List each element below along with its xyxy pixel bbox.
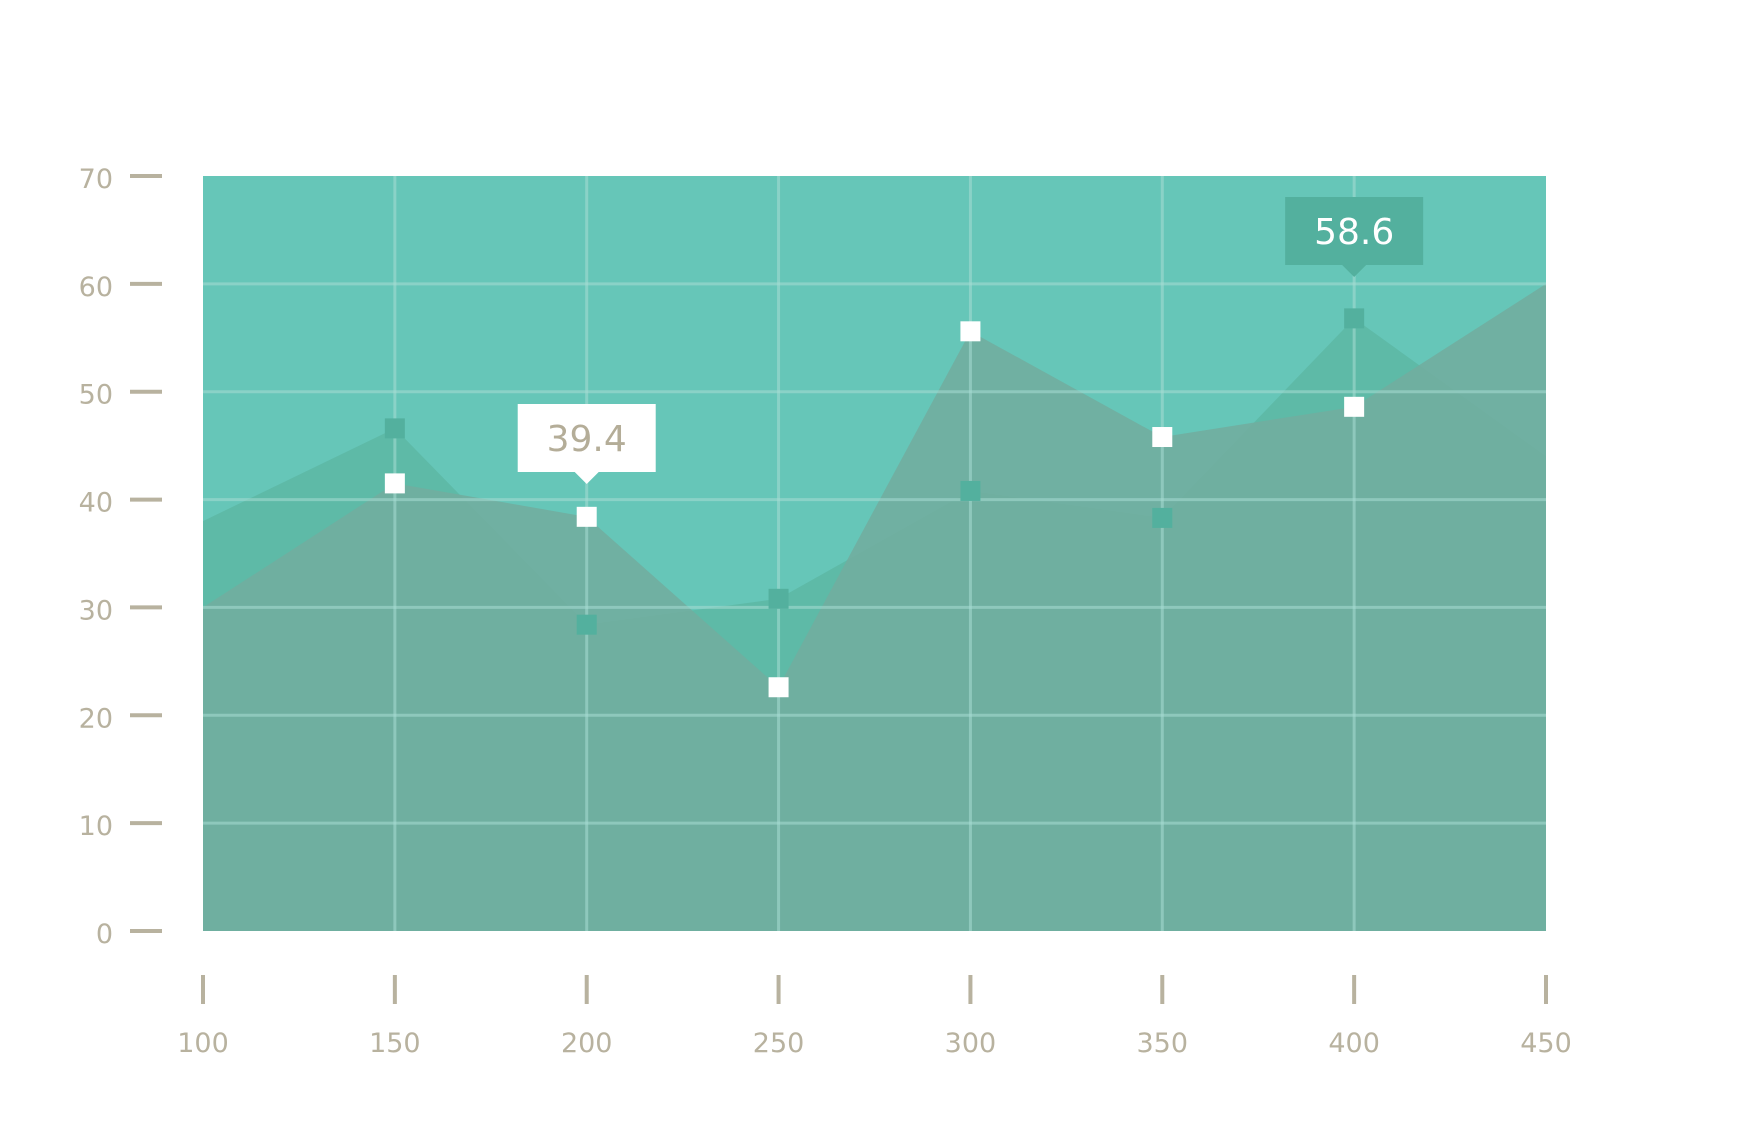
y-tick-label: 50 — [79, 380, 113, 411]
grid-layer — [203, 176, 1546, 931]
x-tick-label: 350 — [1137, 1028, 1189, 1059]
series-1-marker — [1344, 308, 1365, 329]
series-1-marker — [384, 418, 405, 439]
x-tick-label: 400 — [1328, 1028, 1380, 1059]
series-2-marker — [960, 321, 981, 342]
series-1-marker — [576, 614, 597, 635]
y-tick-label: 70 — [79, 164, 113, 195]
callout-layer: 39.4 58.6 — [517, 196, 1424, 485]
series-2-marker — [1344, 396, 1365, 417]
x-tick-label: 200 — [561, 1028, 613, 1059]
callout-label: 39.4 — [547, 419, 627, 460]
series-2-marker — [1152, 427, 1173, 448]
y-tick-label: 0 — [96, 919, 113, 950]
callout-box — [1285, 196, 1424, 277]
x-tick-label: 150 — [369, 1028, 421, 1059]
y-tick-label: 20 — [79, 703, 113, 734]
marker-layer — [384, 308, 1365, 698]
y-tick-label: 40 — [79, 488, 113, 519]
x-tick-label: 450 — [1520, 1028, 1572, 1059]
y-axis: 0 10 20 30 40 50 60 70 — [79, 164, 162, 950]
callout-box — [517, 404, 656, 485]
y-tick-label: 30 — [79, 595, 113, 626]
x-axis: 100 150 200 250 300 350 400 450 — [177, 975, 1572, 1059]
series-1-marker — [960, 480, 981, 501]
x-tick-label: 300 — [945, 1028, 997, 1059]
series-1-marker — [1152, 507, 1173, 528]
series-2-marker — [576, 506, 597, 527]
value-callout: 39.4 — [517, 404, 656, 485]
x-tick-label: 250 — [753, 1028, 805, 1059]
series-1-marker — [768, 588, 789, 609]
callout-label: 58.6 — [1314, 212, 1394, 253]
y-tick-label: 10 — [79, 811, 113, 842]
series-2-marker — [384, 473, 405, 494]
series-2-marker — [768, 677, 789, 698]
x-tick-label: 100 — [177, 1028, 229, 1059]
y-tick-label: 60 — [79, 272, 113, 303]
value-callout: 58.6 — [1285, 196, 1424, 277]
